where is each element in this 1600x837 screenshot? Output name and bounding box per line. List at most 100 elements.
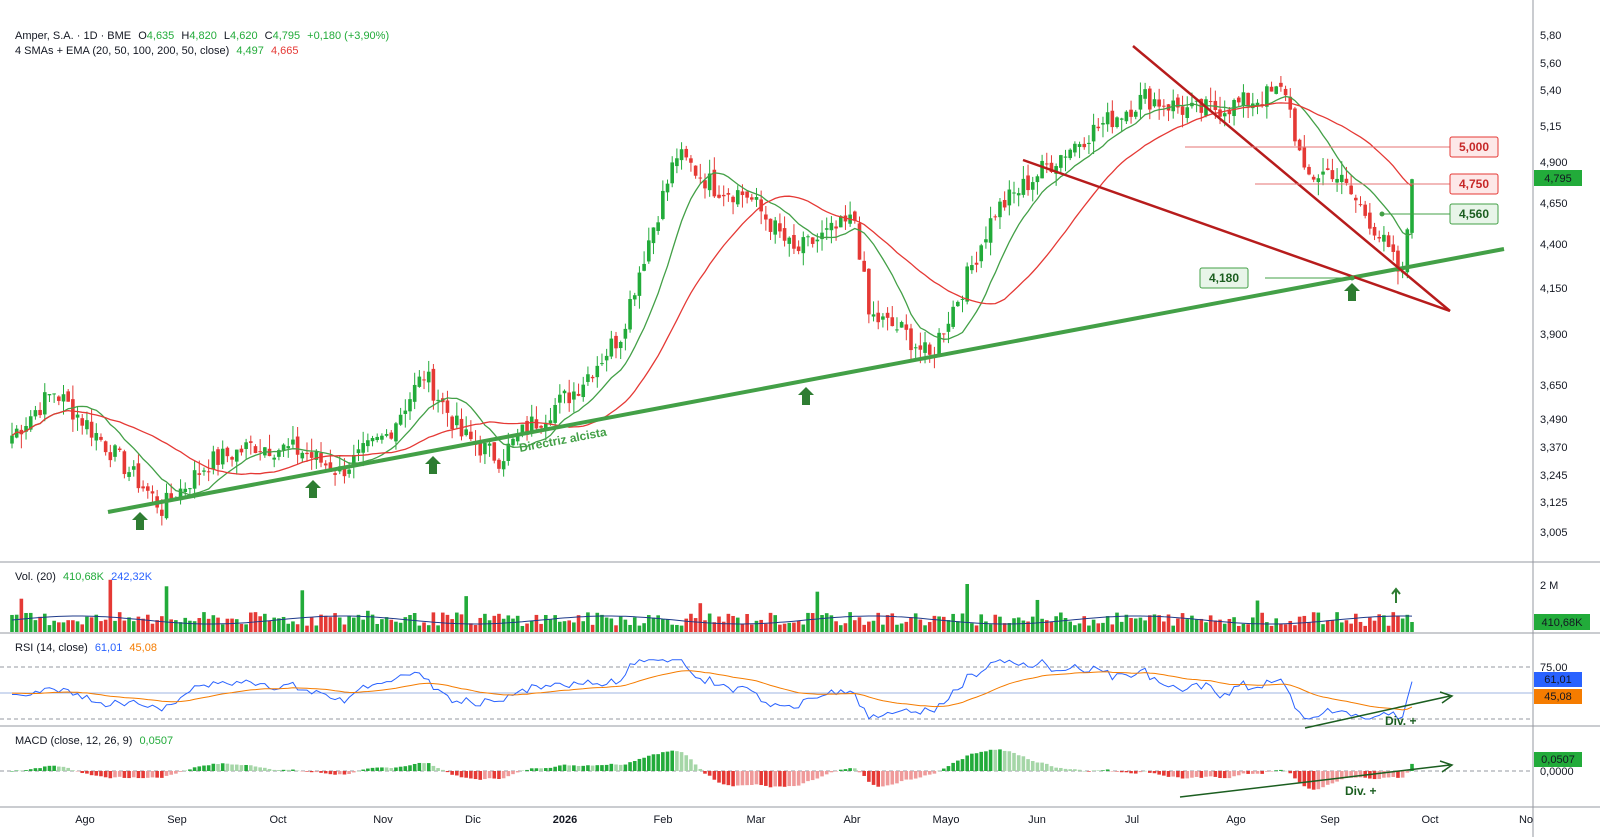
candle-body [960, 298, 965, 300]
candle-body [646, 240, 651, 262]
time-tick-label: 2026 [553, 814, 577, 826]
volume-bar [169, 619, 173, 632]
candle-body [492, 442, 497, 461]
macd-hist-bar [220, 763, 225, 771]
macd-hist-bar [497, 771, 501, 780]
volume-bar [1236, 625, 1241, 632]
volume-bar [1082, 616, 1087, 632]
volume-bar [520, 625, 525, 632]
candle-body [366, 440, 370, 447]
candle-body [600, 363, 604, 365]
volume-bar [230, 618, 234, 632]
candle-body [1222, 113, 1227, 117]
candle-body [361, 443, 365, 453]
macd-hist-bar [450, 771, 454, 775]
volume-bar [239, 623, 244, 632]
volume-bar [1171, 625, 1176, 632]
volume-bar [576, 615, 581, 632]
macd-hist-bar [1194, 771, 1199, 777]
macd-hist-bar [1082, 770, 1087, 772]
volume-bar [1007, 623, 1012, 632]
macd-hist-bar [576, 765, 581, 771]
volume-bar [1166, 614, 1171, 632]
ma-legend-title[interactable]: 4 SMAs + EMA (20, 50, 100, 200, 50, clos… [15, 45, 230, 57]
volume-bar [225, 618, 230, 632]
macd-hist-bar [1251, 771, 1255, 774]
rsi-tag-2-label: 45,08 [1544, 691, 1572, 703]
volume-bar [267, 620, 272, 632]
macd-title[interactable]: MACD (close, 12, 26, 9) [15, 735, 133, 747]
candle-body [42, 392, 47, 415]
candle-body [951, 306, 955, 327]
volume-bar [1194, 619, 1199, 632]
candle-body [1386, 235, 1391, 247]
volume-bar [567, 620, 571, 632]
macd-hist-bar [539, 768, 543, 771]
macd-hist-bar [19, 770, 24, 772]
macd-hist-bar [412, 763, 417, 771]
macd-hist-bar [993, 749, 998, 771]
candle-body [707, 173, 712, 191]
volume-bar [1147, 615, 1152, 632]
volume-bar [848, 612, 852, 632]
volume-bar [960, 613, 965, 632]
macd-hist-bar [838, 769, 843, 771]
candle-body [319, 453, 323, 463]
time-tick-label: Dic [465, 814, 481, 826]
macd-hist-bar [1232, 771, 1236, 777]
time-tick-label: Sep [1320, 814, 1340, 826]
volume-bar [300, 590, 305, 632]
volume-bar [1096, 623, 1101, 632]
macd-hist-bar [333, 771, 337, 775]
volume-bar [136, 616, 141, 632]
macd-hist-bar [731, 771, 735, 787]
volume-bar [164, 586, 169, 632]
macd-hist-bar [1133, 771, 1138, 774]
volume-bar [47, 625, 52, 632]
macd-hist-bar [1307, 771, 1311, 789]
volume-bar [263, 613, 267, 632]
macd-hist-bar [735, 771, 740, 786]
candle-body [1185, 107, 1190, 119]
volume-bar [33, 620, 38, 632]
volume-bar [361, 619, 365, 632]
price-tick-label: 4,150 [1540, 283, 1568, 295]
macd-hist-bar [1152, 771, 1157, 774]
macd-hist-bar [473, 771, 478, 780]
macd-hist-bar [1143, 770, 1147, 772]
volume-bar [347, 616, 351, 632]
volume-bar [988, 624, 993, 632]
symbol-line[interactable]: Amper, S.A. · 1D · BME [15, 30, 132, 42]
volume-bar [558, 621, 562, 632]
volume-bar [1068, 621, 1072, 632]
volume-bar [1302, 615, 1307, 632]
rsi-divergence-line [1304, 695, 1451, 729]
candle-body [389, 432, 394, 439]
macd-hist-bar [436, 768, 440, 771]
macd-hist-bar [75, 771, 80, 772]
volume-bar [899, 623, 904, 632]
macd-hist-bar [562, 764, 567, 771]
candle-body [937, 332, 941, 357]
candle-body [52, 393, 56, 395]
macd-axis-label: 0,0000 [1540, 766, 1574, 778]
price-tick-label: 4,400 [1540, 239, 1568, 251]
candle-body [1194, 100, 1199, 102]
volume-bar [1213, 620, 1218, 632]
macd-hist-bar [988, 749, 993, 771]
macd-hist-bar [646, 755, 651, 771]
volume-bar [122, 620, 127, 632]
macd-hist-bar [871, 771, 876, 785]
rsi-title[interactable]: RSI (14, close) [15, 642, 88, 654]
volume-bar [155, 620, 159, 632]
level-tag [1449, 203, 1499, 225]
volume-bar [333, 613, 337, 632]
rsi-line [12, 658, 1413, 720]
volume-bar [1274, 618, 1279, 632]
volume-title[interactable]: Vol. (20) [15, 571, 56, 583]
macd-hist-bar [426, 763, 431, 771]
volume-bar [637, 625, 642, 632]
candle-body [1091, 124, 1096, 142]
volume-bar [1222, 623, 1227, 632]
